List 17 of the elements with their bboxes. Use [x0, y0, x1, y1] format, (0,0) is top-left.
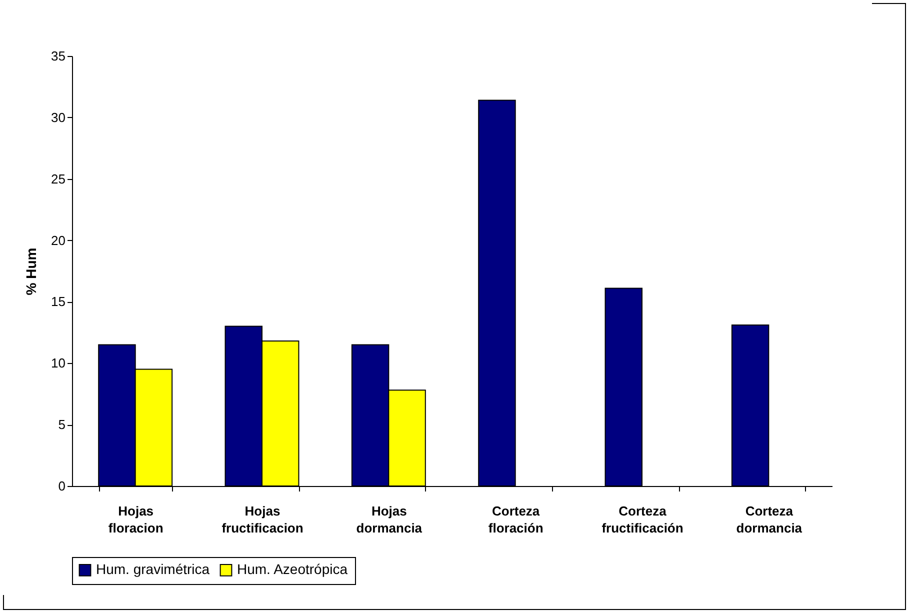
y-axis-title: % Hum [23, 248, 40, 296]
x-tick-label: Corteza fructificación [602, 504, 684, 536]
y-tick-label: 10 [51, 356, 66, 371]
x-tick-label: Hojas fructificacion [222, 504, 304, 536]
x-tick-label: Corteza dormancia [736, 504, 803, 536]
y-tick-label: 35 [51, 48, 66, 64]
x-tick-label: Hojas floracion [108, 504, 164, 536]
legend-label: Hum. gravimétrica [96, 561, 210, 578]
y-tick-label: 30 [51, 110, 66, 125]
y-tick-label: 15 [51, 294, 66, 310]
y-tick-label: 25 [51, 171, 66, 186]
x-tick-label: Hojas dormancia [356, 504, 423, 536]
legend-label: Hum. Azeotrópica [237, 561, 348, 578]
y-tick-label: 5 [58, 417, 66, 432]
y-tick-label: 20 [51, 232, 66, 248]
x-tick-label: Corteza floración [488, 504, 544, 536]
y-tick-label: 0 [58, 478, 66, 494]
